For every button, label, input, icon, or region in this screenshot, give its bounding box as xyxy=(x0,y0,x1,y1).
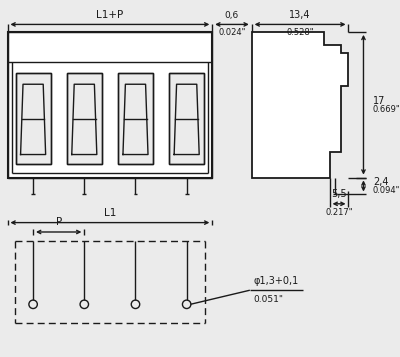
Bar xyxy=(16,74,50,164)
Text: L1+P: L1+P xyxy=(96,10,124,20)
Text: 13,4: 13,4 xyxy=(289,10,311,20)
Text: 0,6: 0,6 xyxy=(225,11,239,20)
Bar xyxy=(8,32,212,177)
Text: 0.051": 0.051" xyxy=(254,295,284,304)
Text: 0.094": 0.094" xyxy=(373,186,400,195)
Bar xyxy=(67,74,102,164)
Text: 2,4: 2,4 xyxy=(373,177,388,187)
Bar xyxy=(16,74,50,164)
Text: 5,5: 5,5 xyxy=(331,189,347,199)
Bar xyxy=(118,74,153,164)
Bar xyxy=(118,74,153,164)
Bar xyxy=(8,32,212,177)
Text: 0.024": 0.024" xyxy=(218,28,246,37)
Text: 0.528": 0.528" xyxy=(286,28,314,37)
Bar xyxy=(67,74,102,164)
Text: L1: L1 xyxy=(104,208,116,218)
Bar xyxy=(169,74,204,164)
Text: P: P xyxy=(56,217,62,227)
Text: 17: 17 xyxy=(373,96,385,106)
Text: 0.217": 0.217" xyxy=(325,207,353,217)
Text: 0.669": 0.669" xyxy=(373,105,400,114)
Text: φ1,3+0,1: φ1,3+0,1 xyxy=(254,276,299,286)
Polygon shape xyxy=(252,32,348,177)
Bar xyxy=(169,74,204,164)
